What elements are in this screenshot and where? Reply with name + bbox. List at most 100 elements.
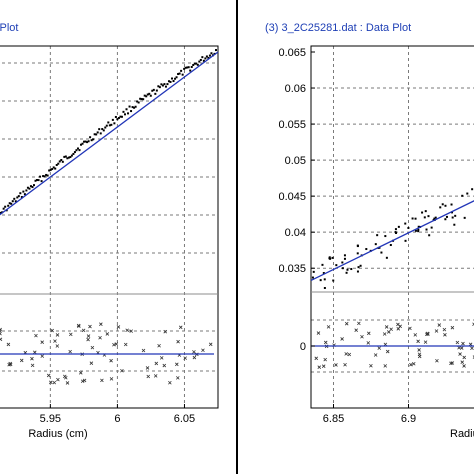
right-residual-point: [396, 327, 401, 331]
left-residual-point: [168, 380, 172, 385]
left-residual-point: [98, 335, 102, 340]
left-data-point: [189, 69, 192, 72]
right-data-point: [328, 256, 331, 259]
left-residual-point: [116, 325, 121, 329]
left-residual-point: [34, 333, 38, 338]
left-data-point: [158, 86, 161, 89]
left-residual-point: [146, 374, 151, 379]
right-data-point: [323, 286, 326, 289]
left-residual-point: [175, 362, 179, 367]
left-data-point: [125, 108, 128, 111]
left-residual-point: [157, 343, 161, 348]
right-data-point: [346, 268, 349, 271]
right-data-point: [385, 256, 388, 259]
right-residual-point: [343, 362, 347, 367]
right-residual-point: [461, 341, 465, 346]
left-residual-point: [153, 374, 158, 378]
right-y-tick-label: 0.045: [278, 191, 306, 203]
left-data-point: [58, 160, 61, 163]
left-residual-point: [78, 371, 83, 375]
right-data-point: [424, 210, 427, 213]
left-data-point: [60, 159, 63, 162]
left-residual-point: [68, 349, 72, 354]
left-residual-point: [62, 374, 67, 379]
left-data-point: [199, 58, 202, 61]
left-data-point: [96, 131, 99, 134]
right-residual-points: [314, 321, 474, 369]
left-data-point: [46, 174, 49, 177]
right-y-tick-label: 0.05: [285, 155, 306, 167]
left-data-point: [108, 124, 111, 127]
right-residual-point: [382, 332, 387, 336]
right-data-point: [341, 261, 344, 264]
right-data-point: [343, 254, 346, 257]
left-data-point: [63, 155, 66, 158]
left-plot-title: ...ata Plot: [0, 22, 19, 34]
right-residual-point: [450, 325, 455, 330]
left-data-point: [139, 97, 142, 100]
right-data-point: [404, 222, 407, 225]
left-residual-point: [89, 361, 94, 365]
right-residual-point: [409, 362, 413, 367]
left-data-point: [160, 83, 163, 86]
left-data-point: [92, 138, 95, 141]
left-data-point: [95, 133, 98, 136]
left-data-point: [2, 207, 5, 210]
left-residual-point: [192, 350, 196, 354]
left-residual-point: [192, 355, 197, 360]
right-data-point: [428, 234, 431, 237]
left-data-point: [0, 211, 2, 214]
left-data-point: [61, 160, 64, 163]
left-data-point: [90, 139, 93, 142]
left-residual-point: [40, 340, 44, 344]
left-gridlines: [0, 46, 218, 408]
left-data-point: [76, 147, 79, 150]
left-data-point: [198, 60, 201, 63]
left-residual-point: [201, 348, 205, 353]
left-data-point: [36, 178, 39, 181]
left-data-point: [13, 197, 16, 200]
left-residual-point: [163, 329, 167, 334]
right-data-point: [454, 214, 457, 217]
left-data-point: [32, 184, 35, 187]
left-residual-point: [88, 324, 92, 329]
right-data-point: [345, 271, 348, 274]
left-plot-frame: [0, 45, 219, 409]
left-data-point: [123, 113, 126, 116]
left-data-point: [8, 202, 11, 205]
left-data-point: [83, 140, 86, 143]
left-residual-point: [178, 325, 183, 330]
right-residual-point: [462, 355, 466, 360]
left-data-point: [133, 106, 136, 109]
left-data-point: [45, 173, 48, 176]
left-data-point: [67, 156, 70, 159]
left-data-point: [55, 164, 58, 167]
left-residual-point: [53, 339, 57, 343]
left-data-point: [37, 179, 40, 182]
right-data-point: [395, 232, 398, 235]
right-data-point: [384, 235, 387, 238]
right-residual-point: [462, 364, 466, 368]
left-residual-point: [90, 345, 95, 350]
left-data-point: [145, 95, 148, 98]
left-data-point: [166, 83, 169, 86]
left-data-point: [155, 89, 158, 92]
right-residual-point: [384, 325, 389, 329]
left-data-point: [16, 196, 19, 199]
left-residual-point: [145, 366, 150, 370]
left-residual-point: [0, 327, 3, 332]
left-data-point: [39, 175, 42, 178]
left-residual-point: [99, 322, 103, 326]
left-data-point: [120, 115, 123, 118]
right-residual-point: [396, 322, 400, 327]
left-residual-point: [183, 356, 187, 360]
right-data-point: [461, 194, 464, 197]
left-data-point: [75, 149, 78, 152]
right-data-points: [311, 188, 474, 289]
left-residual-point: [0, 337, 3, 342]
left-data-point: [167, 80, 170, 83]
left-data-point: [20, 196, 23, 199]
left-residual-point: [109, 377, 114, 381]
left-data-point: [117, 116, 120, 119]
left-data-point: [73, 151, 76, 154]
